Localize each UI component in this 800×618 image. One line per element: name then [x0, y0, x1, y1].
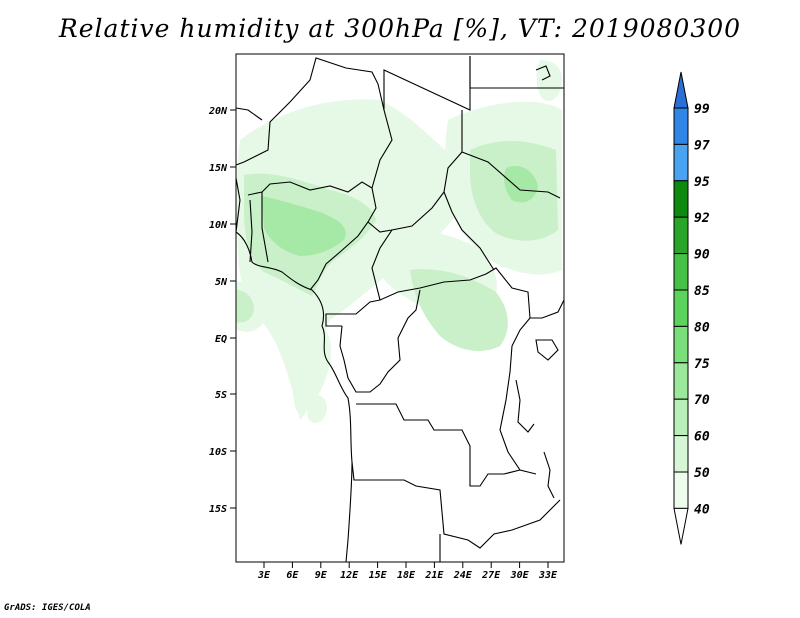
- lon-label: 24E: [453, 570, 473, 581]
- colorbar-label: 97: [694, 138, 710, 153]
- colorbar-label: 90: [694, 248, 710, 263]
- lon-label: 27E: [481, 570, 501, 581]
- lon-label: 6E: [286, 570, 299, 581]
- lat-label: 10S: [209, 447, 227, 458]
- lake-tanganyika: [515, 379, 535, 433]
- border-cameroon-n: [367, 221, 393, 233]
- border-mali: [235, 107, 263, 121]
- border-car: [379, 267, 531, 319]
- lon-label: 21E: [424, 570, 444, 581]
- country-borders: [235, 56, 565, 563]
- border-benin: [261, 192, 269, 263]
- border-niger: [235, 57, 393, 189]
- lat-label: 5N: [215, 277, 228, 288]
- border-congo: [339, 289, 421, 393]
- lon-label: 3E: [257, 570, 271, 581]
- border-sudan-car: [443, 191, 495, 271]
- colorbar-segment: [673, 143, 689, 182]
- border-west: [235, 177, 241, 233]
- colorbar-segment: [673, 107, 689, 145]
- colorbar-segment: [673, 253, 689, 291]
- colorbar-arrow-top: [673, 71, 689, 109]
- map-frame: [235, 53, 565, 563]
- lon-label: 15E: [369, 570, 388, 581]
- colorbar-label: 40: [694, 502, 710, 517]
- humidity-area: [262, 196, 346, 256]
- border-togo: [249, 199, 253, 263]
- colorbar-segment: [673, 435, 689, 473]
- lat-label: 20N: [208, 106, 228, 117]
- colorbar-label: 99: [694, 102, 710, 117]
- lat-label: EQ: [215, 334, 227, 345]
- border-egypt: [469, 56, 564, 89]
- border-south-sudan: [530, 299, 565, 319]
- lat-label: 10N: [209, 220, 228, 231]
- lake-victoria: [535, 339, 559, 361]
- humidity-area: [504, 166, 538, 203]
- border-libya: [383, 56, 471, 111]
- colorbar-segment: [673, 289, 689, 327]
- colorbar-arrow-bottom: [673, 507, 689, 545]
- colorbar-label: 85: [694, 284, 710, 299]
- colorbar-segment: [673, 325, 689, 364]
- lon-label: 33E: [538, 570, 558, 581]
- colorbar-label: 50: [694, 466, 710, 481]
- colorbar-label: 75: [694, 357, 710, 372]
- humidity-area: [410, 269, 508, 351]
- lon-label: 18E: [397, 570, 416, 581]
- lat-label: 15N: [209, 163, 228, 174]
- border-eq-guinea: [325, 313, 342, 327]
- colorbar-label: 60: [694, 430, 710, 445]
- humidity-area: [292, 325, 332, 413]
- humidity-area: [536, 60, 562, 102]
- lat-label: 5S: [215, 390, 227, 401]
- colorbar-label: 95: [694, 175, 710, 190]
- grads-credit: GrADS: IGES/COLA: [4, 603, 91, 613]
- longitude-axis: 3E 6E 9E 12E 15E 18E 21E 24E 27E 30E 33E: [257, 562, 558, 581]
- colorbar-segment: [673, 398, 689, 437]
- border-angola-zambia: [351, 461, 561, 549]
- border-drc-south: [356, 403, 521, 487]
- colorbar-label: 80: [694, 320, 710, 335]
- colorbar-segment: [673, 471, 689, 509]
- latitude-axis: 20N 15N 10N 5N EQ 5S 10S 15S: [208, 106, 236, 515]
- lake-malawi: [543, 451, 555, 499]
- colorbar-label: 70: [694, 393, 710, 408]
- coastline: [235, 231, 353, 563]
- border-drc-east: [499, 317, 537, 475]
- lake-nasser: [535, 65, 551, 81]
- colorbar-segment: [673, 362, 689, 400]
- humidity-area: [236, 290, 254, 323]
- border-nigeria: [247, 181, 377, 291]
- lon-label: 9E: [315, 570, 328, 581]
- humidity-shading: [236, 60, 562, 423]
- lon-label: 12E: [340, 570, 359, 581]
- lat-label: 15S: [209, 504, 227, 515]
- humidity-area: [307, 395, 328, 423]
- colorbar-segment: [673, 180, 689, 218]
- map-title: Relative humidity at 300hPa [%], VT: 201…: [58, 14, 742, 43]
- colorbar-segment: [673, 216, 689, 255]
- lon-label: 30E: [510, 570, 530, 581]
- colorbar-label: 92: [694, 211, 710, 226]
- colorbar: 99 97 95 92 90 85 80 75 70 60 50 40: [673, 71, 710, 545]
- border-sudan-n: [461, 151, 561, 199]
